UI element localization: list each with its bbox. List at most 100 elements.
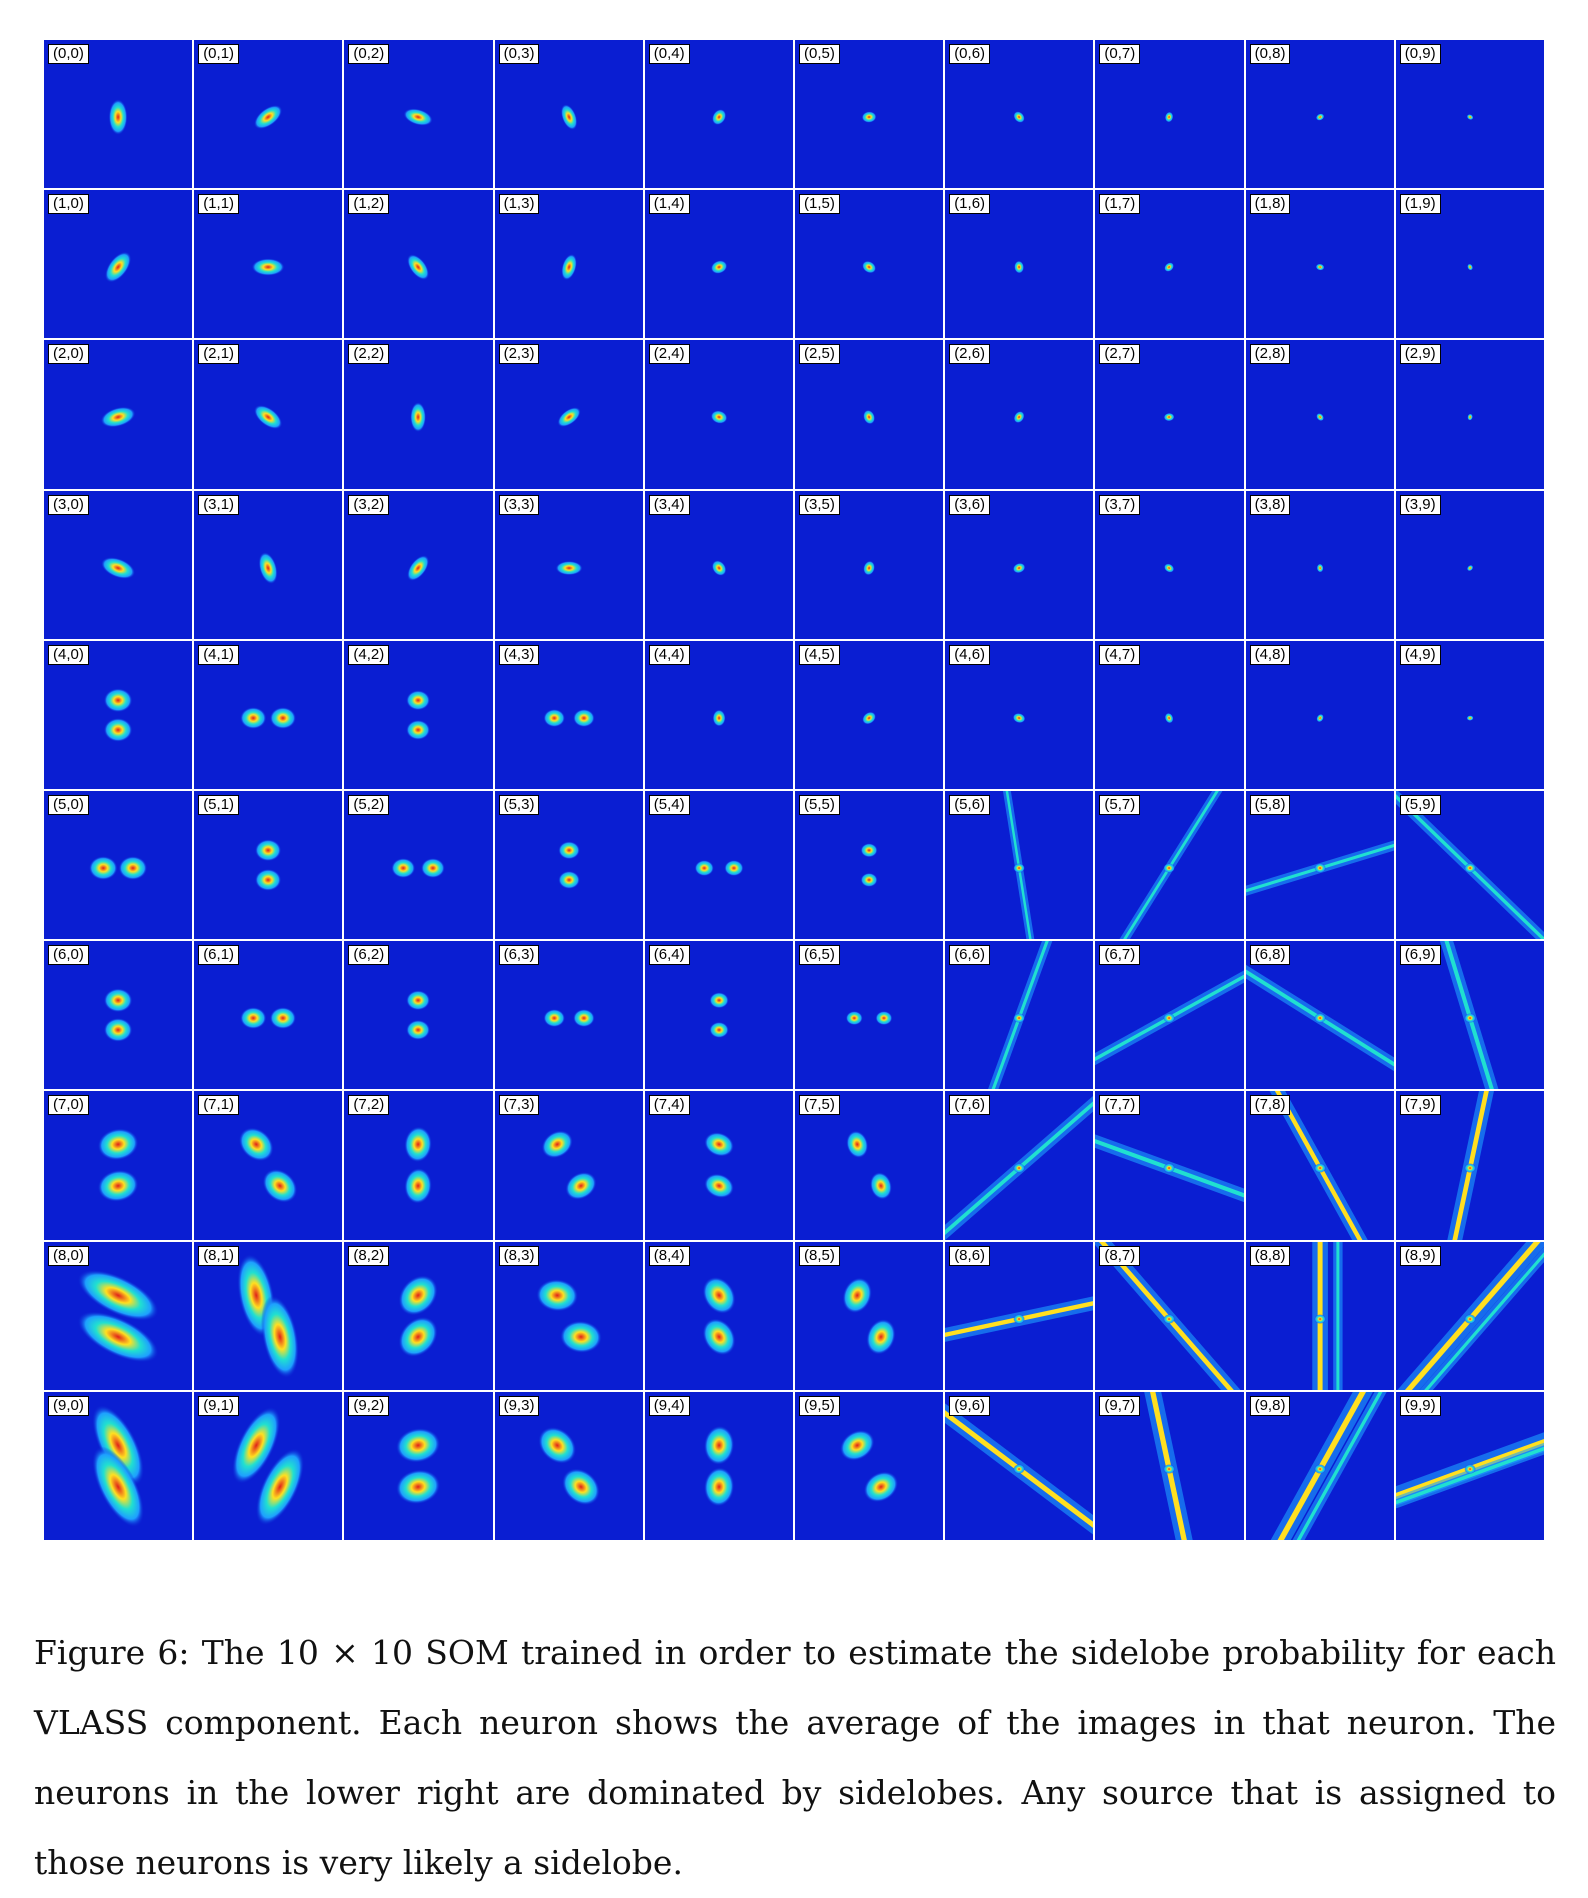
neuron-background [44,941,193,1090]
som-neuron: (5,9) [1395,790,1544,940]
neuron-image [644,640,793,789]
neuron-image [194,941,343,1090]
som-neuron: (2,4) [644,340,793,489]
neuron-label: (6,2) [348,945,390,966]
radio-source-blob [860,843,878,858]
radio-source-blob [407,554,430,581]
neuron-label: (6,4) [648,945,690,966]
som-neuron: (1,5) [794,190,944,339]
neuron-background [344,790,493,940]
neuron-background [644,1091,793,1240]
radio-source-blob [863,1471,899,1503]
neuron-background [44,1091,193,1240]
neuron-label: (7,0) [48,1095,89,1116]
som-neuron: (3,7) [1095,490,1244,639]
som-neuron: (8,6) [945,1241,1094,1390]
som-neuron: (4,3) [494,640,643,789]
neuron-image [1095,340,1244,489]
radio-source-blob [703,1425,735,1465]
neuron-label: (4,5) [798,644,840,665]
radio-source-blob [561,1468,600,1506]
radio-source-blob [710,260,728,275]
radio-source-blob [704,1173,734,1199]
neuron-background [494,1241,643,1390]
neuron-image [1095,1391,1244,1540]
radio-source-blob [1012,712,1026,723]
radio-source-blob [406,690,431,711]
neuron-background [344,1241,493,1390]
neuron-background [644,790,793,940]
som-neuron: (6,9) [1395,941,1544,1090]
radio-source-blob [560,254,577,281]
radio-source-blob [863,410,876,425]
neuron-image [1245,40,1394,189]
radio-source-blob [842,1277,872,1313]
neuron-image [44,941,193,1090]
radio-source-blob [254,104,283,130]
neuron-label: (4,6) [949,644,991,665]
som-neuron: (8,9) [1395,1241,1544,1390]
radio-source-blob [1013,411,1025,424]
radio-source-blob [251,258,285,276]
neuron-image [794,1091,944,1240]
som-neuron: (0,1) [194,40,343,189]
radio-source-blob [406,719,431,740]
neuron-label: (0,8) [1249,44,1291,64]
som-grid: (0,0) (0,1) (0,2) (0,3) (0,4) (0,5) (0,6) (0,7)… [44,40,1544,1540]
som-neuron: (7,0) [44,1091,193,1240]
neuron-label: (7,5) [798,1095,840,1116]
figure-caption: Figure 6: The 10 × 10 SOM trained in ord… [34,1633,1556,1882]
radio-source-blob [398,1316,439,1357]
neuron-image [344,490,493,639]
neuron-label: (7,9) [1399,1095,1441,1116]
neuron-image [494,790,643,940]
neuron-image [1095,790,1244,940]
radio-source-blob [1467,414,1473,421]
radio-source-blob [1014,260,1025,274]
neuron-label: (5,1) [198,794,240,815]
neuron-image [44,340,193,489]
neuron-image [1395,1241,1544,1390]
neuron-image [644,340,793,489]
radio-source-blob [103,988,133,1013]
neuron-image [1395,790,1544,940]
radio-source-blob [862,261,877,274]
neuron-image [344,640,493,789]
neuron-image [494,1091,643,1240]
radio-source-blob [535,1278,578,1312]
som-neuron: (8,1) [194,1241,343,1390]
neuron-label: (2,5) [798,344,840,365]
neuron-image [1245,340,1394,489]
neuron-label: (2,7) [1099,344,1141,365]
neuron-image [1095,490,1244,639]
neuron-image [945,1241,1094,1390]
radio-source-blob [543,708,565,727]
radio-source-blob [406,990,431,1011]
som-neuron: (7,3) [494,1091,643,1240]
som-neuron: (8,5) [794,1241,944,1390]
sidelobe-streak-core [1423,1251,1544,1390]
radio-source-blob [1313,1163,1326,1174]
neuron-image [1095,40,1244,189]
som-neuron: (3,3) [494,490,643,639]
radio-source-blob [232,1406,281,1484]
radio-source-blob [421,858,446,879]
neuron-label: (8,6) [949,1245,991,1266]
radio-source-blob [875,1011,893,1026]
som-neuron: (2,3) [494,340,643,489]
neuron-label: (6,6) [949,945,991,966]
radio-source-blob [404,1126,433,1163]
radio-source-blob [1163,1163,1176,1174]
radio-source-blob [1464,1464,1476,1474]
radio-source-blob [398,1274,439,1316]
radio-source-blob [269,706,297,729]
neuron-label: (2,1) [198,344,240,365]
neuron-background [494,640,643,789]
som-neuron: (5,0) [44,790,193,940]
neuron-image [644,490,793,639]
radio-source-blob [406,1020,431,1041]
neuron-image [194,640,343,789]
neuron-label: (2,9) [1399,344,1441,365]
neuron-background [344,1091,493,1240]
neuron-label: (9,3) [498,1395,540,1416]
